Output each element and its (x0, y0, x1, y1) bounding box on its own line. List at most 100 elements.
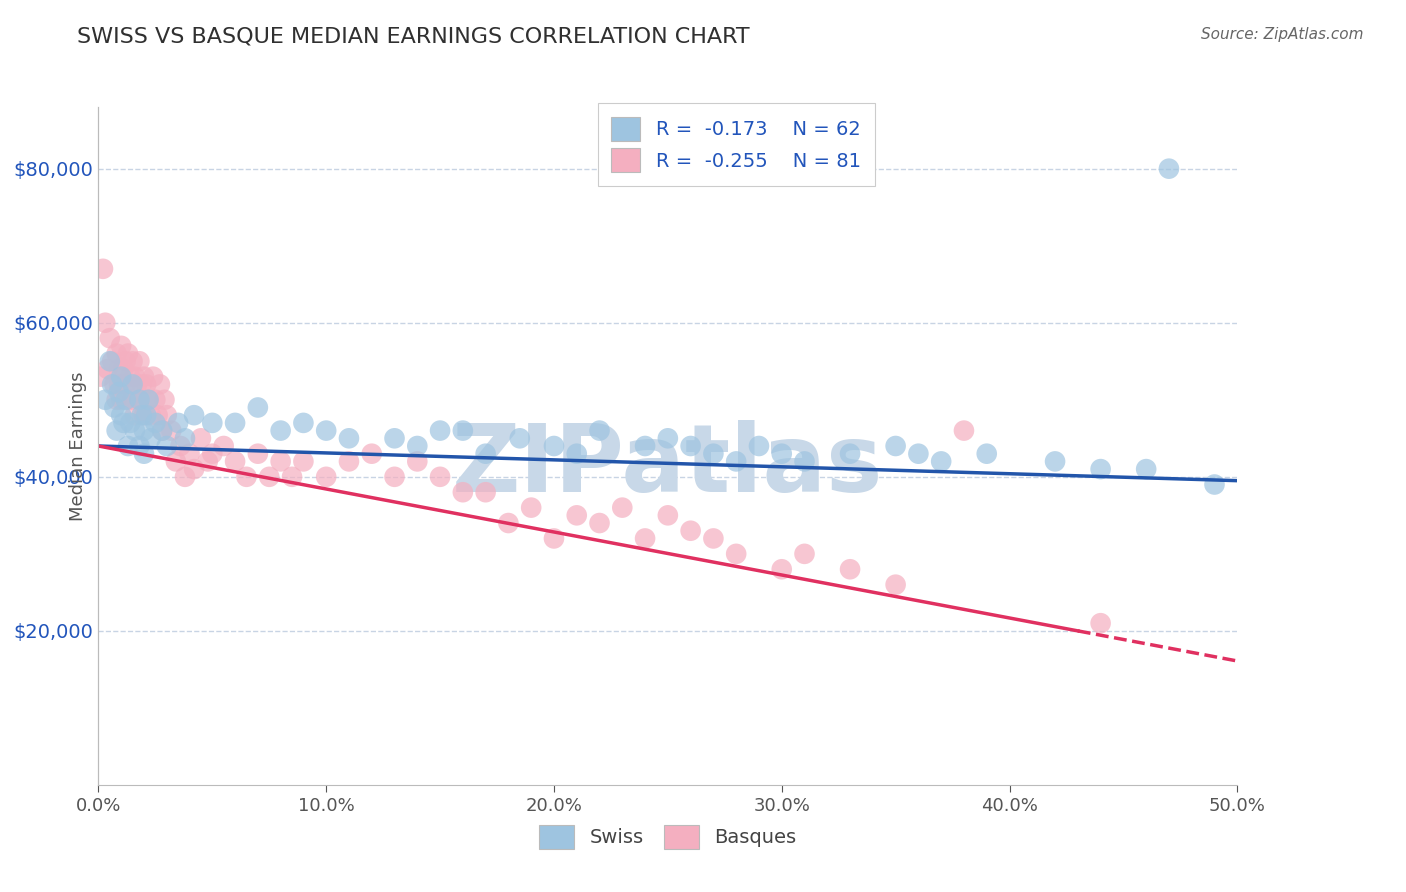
Point (588, 516, 610, 530)
Point (124, 408, 146, 422)
Point (121, 354, 143, 368)
Point (127, 377, 149, 392)
Text: Source: ZipAtlas.com: Source: ZipAtlas.com (1201, 27, 1364, 42)
Point (112, 362, 135, 376)
Point (259, 470, 281, 484)
Point (929, 454, 952, 468)
Point (117, 439, 139, 453)
Point (145, 416, 167, 430)
Point (451, 424, 474, 438)
Point (135, 377, 157, 392)
Point (907, 447, 929, 461)
Point (183, 462, 205, 476)
Point (110, 339, 132, 353)
Point (139, 408, 162, 422)
Point (96, 362, 118, 376)
Point (1090, 616, 1112, 631)
Point (315, 470, 337, 484)
Point (725, 454, 748, 468)
Point (190, 431, 212, 445)
Point (121, 377, 143, 392)
Point (201, 447, 224, 461)
Point (101, 377, 124, 392)
Point (884, 439, 907, 453)
Point (451, 485, 474, 500)
Point (105, 392, 128, 407)
Point (131, 408, 153, 422)
Point (702, 532, 724, 546)
Point (474, 447, 496, 461)
Point (167, 416, 190, 430)
Point (90, 369, 112, 384)
Point (98, 354, 121, 368)
Point (138, 392, 160, 407)
Point (634, 439, 657, 453)
Point (128, 392, 150, 407)
Point (679, 439, 702, 453)
Point (128, 354, 150, 368)
Point (132, 408, 155, 422)
Point (406, 439, 429, 453)
Point (91, 261, 114, 276)
Point (748, 439, 770, 453)
Point (110, 369, 132, 384)
Point (105, 346, 128, 360)
Point (270, 454, 292, 468)
Point (131, 377, 153, 392)
Point (132, 369, 155, 384)
Point (1135, 462, 1157, 476)
Point (679, 524, 702, 538)
Point (292, 416, 315, 430)
Point (94, 392, 117, 407)
Point (839, 562, 862, 576)
Point (543, 532, 565, 546)
Point (120, 416, 142, 430)
Point (128, 392, 150, 407)
Point (98, 331, 121, 345)
Point (770, 562, 793, 576)
Point (174, 431, 197, 445)
Point (149, 377, 172, 392)
Point (103, 401, 125, 415)
Point (121, 392, 143, 407)
Point (1090, 462, 1112, 476)
Point (101, 354, 124, 368)
Point (498, 516, 520, 530)
Point (588, 424, 610, 438)
Point (117, 392, 139, 407)
Point (360, 447, 382, 461)
Point (406, 454, 429, 468)
Point (114, 392, 136, 407)
Point (337, 454, 360, 468)
Point (114, 377, 136, 392)
Point (197, 454, 219, 468)
Point (770, 447, 793, 461)
Point (120, 369, 142, 384)
Legend: Swiss, Basques: Swiss, Basques (531, 817, 804, 856)
Point (112, 416, 135, 430)
Point (246, 447, 269, 461)
Point (565, 447, 588, 461)
Point (657, 431, 679, 445)
Point (150, 424, 173, 438)
Point (174, 470, 197, 484)
Point (179, 447, 201, 461)
Point (1157, 161, 1180, 176)
Point (165, 454, 187, 468)
Point (429, 470, 451, 484)
Point (201, 416, 224, 430)
Point (884, 577, 907, 591)
Point (953, 424, 976, 438)
Point (156, 408, 179, 422)
Point (224, 416, 246, 430)
Point (509, 431, 531, 445)
Point (212, 439, 235, 453)
Point (474, 485, 496, 500)
Point (246, 401, 269, 415)
Point (114, 354, 136, 368)
Point (110, 392, 132, 407)
Point (657, 508, 679, 523)
Point (128, 439, 150, 453)
Point (725, 547, 748, 561)
Text: SWISS VS BASQUE MEDIAN EARNINGS CORRELATION CHART: SWISS VS BASQUE MEDIAN EARNINGS CORRELAT… (77, 27, 749, 46)
